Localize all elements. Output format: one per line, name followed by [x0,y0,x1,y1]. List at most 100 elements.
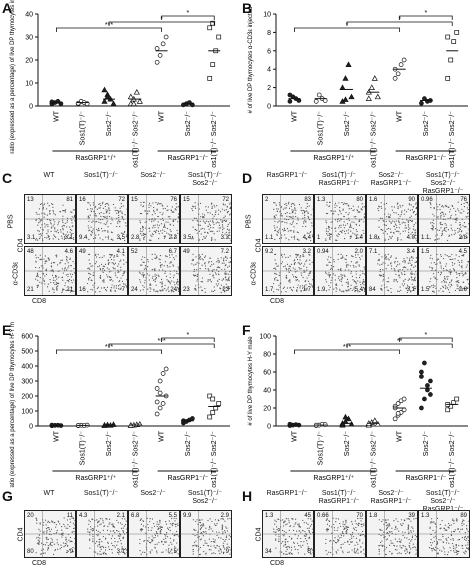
facs-event [89,520,91,523]
facs-event [97,266,99,268]
facs-event [441,281,443,283]
facs-event [334,529,336,531]
facs-event [441,520,443,522]
data-point [163,366,169,372]
facs-event [336,239,338,242]
facs-event [274,230,276,232]
facs-event [435,235,437,237]
facs-event [296,238,298,240]
data-point [136,98,143,104]
facs-event [228,278,230,280]
facs-event [95,253,97,255]
facs-event [92,535,94,538]
facs-event [173,258,175,260]
facs-event [353,266,355,268]
facs-quadrant-value: 3.4 [406,249,415,255]
facs-event [204,231,206,233]
facs-event [286,222,288,224]
facs-event [88,259,90,261]
facs-event [211,213,214,216]
facs-event [431,266,433,269]
facs-event [390,291,392,293]
facs-event [295,209,297,212]
facs-event [325,550,327,552]
facs-event [218,209,220,211]
facs-event [195,529,197,531]
facs-event [400,552,402,555]
facs-event [429,526,431,528]
facs-event [149,239,151,241]
facs-event [431,542,434,544]
facs-event [467,215,469,217]
facs-event [92,202,94,204]
facs-event [452,518,454,520]
facs-event [163,265,165,267]
facs-event [397,290,399,292]
facs-event [353,216,355,218]
facs-event [212,275,214,277]
facs-event [100,215,102,217]
facs-event [457,260,459,262]
panel-label-h: H [242,488,253,504]
facs-event [285,256,287,259]
facs-event [156,208,158,210]
facs-event [110,278,112,281]
facs-quadrant-value: 0.96 [421,197,433,203]
facs-event [60,544,62,546]
facs-event [220,291,222,294]
facs-event [392,542,394,544]
facs-event [297,535,300,537]
facs-event [224,233,226,235]
facs-event [283,286,285,288]
facs-event [192,238,194,240]
facs-event [438,238,440,240]
facs-event [214,552,216,555]
facs-event [452,537,454,540]
facs-event [224,268,226,270]
facs-event [90,526,92,528]
facs-event [364,535,365,537]
facs-event [35,211,37,214]
facs-event [442,535,444,538]
facs-event [275,539,277,541]
category-label: Sos1(T)⁻/⁻ [318,431,325,466]
facs-event [192,209,194,212]
facs-event [452,258,454,260]
facs-quadrant-value: 7.2 [220,249,229,255]
facs-event [148,210,151,212]
facs-event [430,520,432,523]
facs-event [459,212,461,214]
facs-event [358,522,360,525]
facs-event [169,537,171,539]
facs-event [345,529,348,531]
facs-event [363,273,365,275]
facs-event [444,254,446,256]
facs-event [333,288,335,290]
facs-event [294,215,297,218]
facs-event [152,227,154,229]
y-tick-label: 80 [263,352,271,359]
facs-quadrant-value: 21 [27,287,34,293]
facs-event [148,219,151,221]
facs-event [467,261,469,263]
facs-event [45,527,48,530]
facs-event [222,538,224,541]
facs-event [337,258,339,261]
facs-event [354,254,357,256]
facs-event [150,288,152,290]
facs-event [432,226,434,229]
facs-event [288,271,290,273]
facs-event [361,525,363,528]
facs-event [162,551,164,553]
facs-event [196,262,198,264]
facs-event [168,520,170,522]
facs-event [407,528,409,531]
facs-event [458,544,460,547]
facs-event [167,528,170,530]
category-label: WT [53,110,60,122]
facs-event [344,541,346,544]
facs-event [342,521,344,523]
facs-event [410,290,412,292]
facs-event [88,278,90,280]
facs-event [433,549,435,551]
